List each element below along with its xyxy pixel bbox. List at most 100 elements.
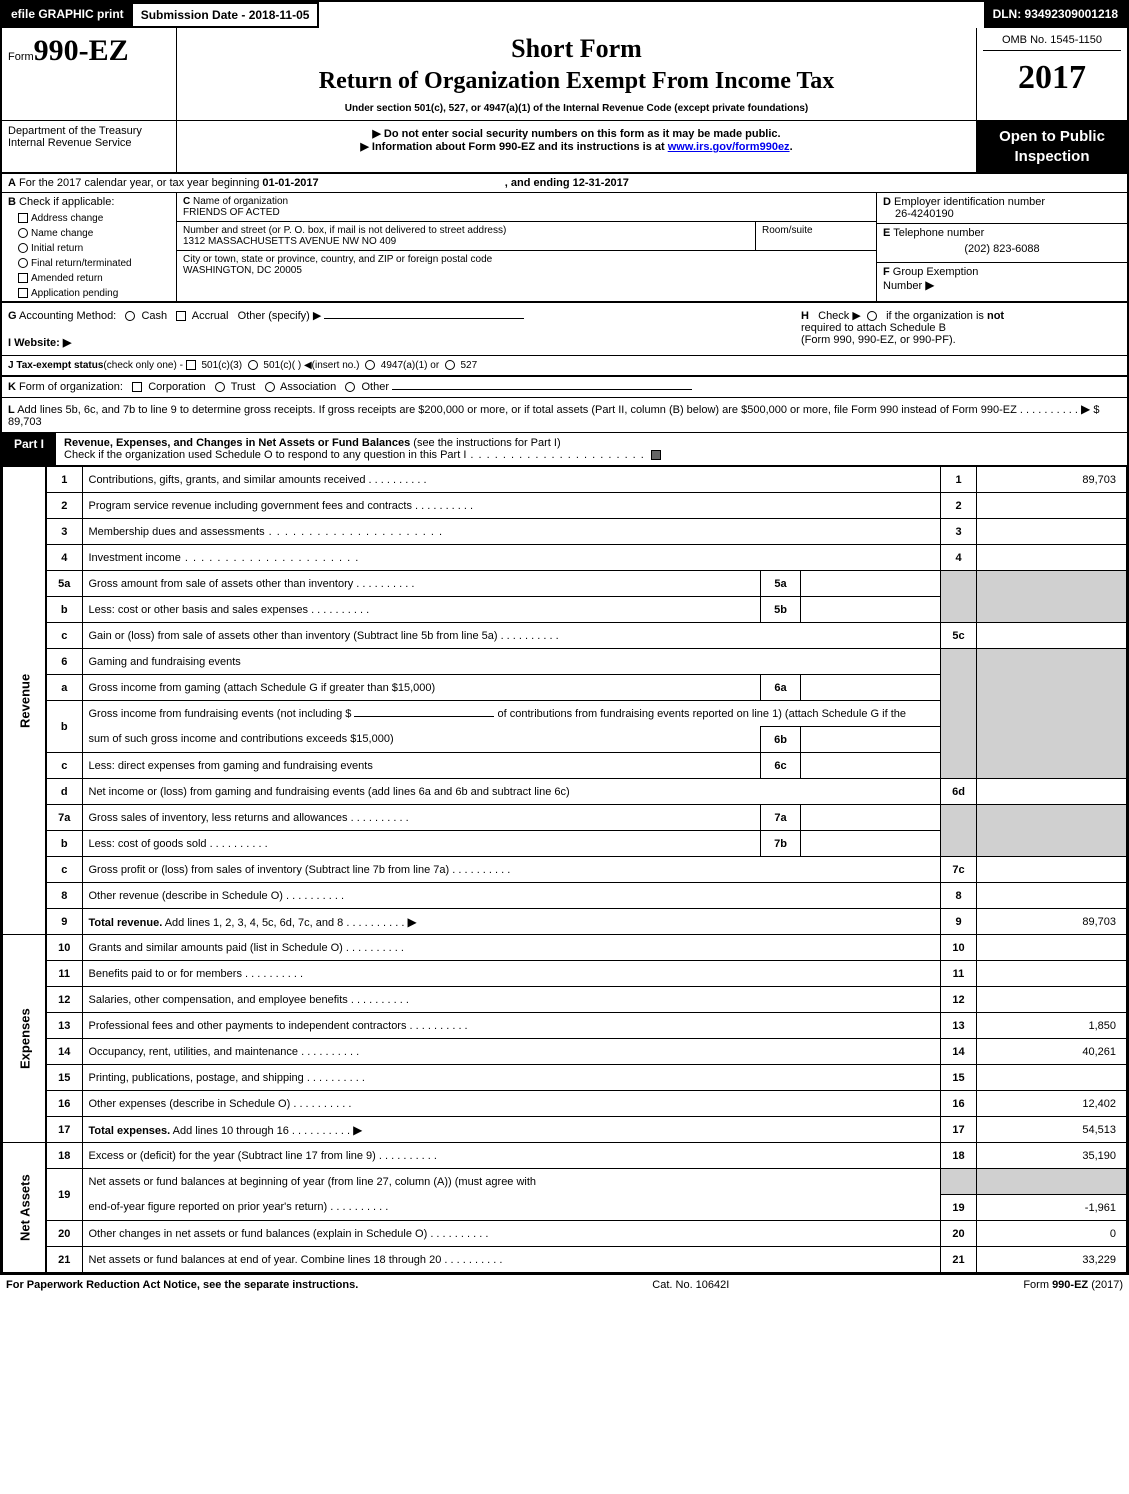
radio-icon[interactable] [248, 360, 258, 370]
line-rn: 21 [941, 1247, 977, 1273]
check-initial-return[interactable]: Initial return [2, 241, 176, 256]
checkbox-icon[interactable] [132, 382, 142, 392]
h-text3: required to attach Schedule B [801, 322, 946, 334]
checkbox-icon[interactable] [176, 311, 186, 321]
org-name: FRIENDS OF ACTED [183, 207, 280, 218]
a-mid: , and ending [505, 177, 573, 189]
line-desc: Occupancy, rent, utilities, and maintena… [82, 1039, 941, 1065]
e-text: Telephone number [893, 227, 984, 239]
line-desc-text2: of contributions from fundraising events… [498, 708, 906, 720]
info-about-row: ▶ Information about Form 990-EZ and its … [183, 140, 970, 153]
line-desc: sum of such gross income and contributio… [82, 727, 761, 753]
room-label: Room/suite [762, 225, 813, 236]
line-num: 20 [46, 1221, 82, 1247]
line-rn: 2 [941, 493, 977, 519]
k-other-line[interactable] [392, 389, 692, 390]
sub-num: 6a [761, 675, 801, 701]
line-num: 9 [46, 909, 82, 935]
grey-cell [941, 571, 977, 623]
line-rn: 4 [941, 545, 977, 571]
j-4947: 4947(a)(1) or [381, 360, 439, 371]
radio-icon[interactable] [125, 311, 135, 321]
line-desc: Gain or (loss) from sale of assets other… [82, 623, 941, 649]
check-amended-return[interactable]: Amended return [2, 271, 176, 286]
line-val: 0 [977, 1221, 1127, 1247]
radio-icon[interactable] [265, 382, 275, 392]
line-desc: Membership dues and assessments [82, 519, 941, 545]
top-left: efile GRAPHIC print Submission Date - 20… [2, 2, 319, 28]
dots [343, 917, 404, 929]
line-2: 2 Program service revenue including gove… [3, 493, 1127, 519]
line-num: 17 [46, 1117, 82, 1143]
line-rn: 13 [941, 1013, 977, 1039]
check-name-change[interactable]: Name change [2, 226, 176, 241]
line-val: 35,190 [977, 1143, 1127, 1169]
g-text: Accounting Method: [19, 310, 116, 322]
irs-link[interactable]: www.irs.gov/form990ez [668, 141, 790, 153]
k-trust: Trust [231, 381, 256, 393]
line-val [977, 545, 1127, 571]
b-item-5: Application pending [31, 288, 118, 299]
check-application-pending[interactable]: Application pending [2, 286, 176, 301]
part1-title: Revenue, Expenses, and Changes in Net As… [64, 437, 410, 449]
checkbox-icon[interactable] [651, 450, 661, 460]
line-val [977, 493, 1127, 519]
sub-val [801, 597, 941, 623]
line-num: 19 [46, 1169, 82, 1221]
line-desc: Net assets or fund balances at beginning… [82, 1169, 941, 1195]
radio-icon[interactable] [867, 311, 877, 321]
line-desc-text: Salaries, other compensation, and employ… [89, 994, 348, 1006]
line-desc: Benefits paid to or for members [82, 961, 941, 987]
grey-cell [941, 1169, 977, 1195]
line-desc-text: Occupancy, rent, utilities, and maintena… [89, 1046, 299, 1058]
line-19-2: end-of-year figure reported on prior yea… [3, 1195, 1127, 1221]
open-to-public: Open to Public [999, 128, 1105, 145]
i-label: I [8, 337, 11, 349]
radio-icon[interactable] [215, 382, 225, 392]
checkbox-icon [18, 288, 28, 298]
line-desc: Other expenses (describe in Schedule O) [82, 1091, 941, 1117]
line-desc-text: Gross income from fundraising events (no… [89, 708, 352, 720]
footer-mid: Cat. No. 10642I [652, 1279, 729, 1291]
other-specify-line[interactable] [324, 318, 524, 319]
line-desc-text: Add lines 1, 2, 3, 4, 5c, 6d, 7c, and 8 [162, 917, 343, 929]
phone-value: (202) 823-6088 [883, 239, 1121, 259]
blank-line[interactable] [354, 716, 494, 717]
j-insert: ◀(insert no.) [304, 360, 359, 371]
b-header: B Check if applicable: [2, 193, 176, 211]
f-text2: Number [883, 280, 922, 292]
dots [207, 838, 268, 850]
check-final-return[interactable]: Final return/terminated [2, 256, 176, 271]
b-item-0: Address change [31, 213, 103, 224]
radio-icon[interactable] [345, 382, 355, 392]
line-desc: Gross income from fundraising events (no… [82, 701, 941, 727]
line-num: c [46, 753, 82, 779]
line-rn: 8 [941, 883, 977, 909]
part1-table: Revenue 1 Contributions, gifts, grants, … [2, 466, 1127, 1273]
line-val [977, 987, 1127, 1013]
k-corp: Corporation [148, 381, 205, 393]
line-6d: d Net income or (loss) from gaming and f… [3, 779, 1127, 805]
grey-cell [941, 805, 977, 857]
line-desc-text: Contributions, gifts, grants, and simila… [89, 474, 366, 486]
dln-box: DLN: 93492309001218 [984, 2, 1127, 28]
check-address-change[interactable]: Address change [2, 211, 176, 226]
sub-val [801, 727, 941, 753]
short-form-title: Short Form [183, 34, 970, 64]
line-desc: Less: cost of goods sold [82, 831, 761, 857]
addr-box: Number and street (or P. O. box, if mail… [177, 222, 756, 250]
checkbox-icon[interactable] [186, 360, 196, 370]
line-num: d [46, 779, 82, 805]
line-val [977, 519, 1127, 545]
room-box: Room/suite [756, 222, 876, 250]
line-val: 89,703 [977, 467, 1127, 493]
line-num: 7a [46, 805, 82, 831]
radio-icon[interactable] [445, 360, 455, 370]
line-num: 14 [46, 1039, 82, 1065]
line-9: 9 Total revenue. Add lines 1, 2, 3, 4, 5… [3, 909, 1127, 935]
part1-label: Part I [2, 433, 56, 465]
line-desc: Salaries, other compensation, and employ… [82, 987, 941, 1013]
radio-icon[interactable] [365, 360, 375, 370]
dept-treasury: Department of the Treasury [8, 125, 170, 137]
line-num: 1 [46, 467, 82, 493]
